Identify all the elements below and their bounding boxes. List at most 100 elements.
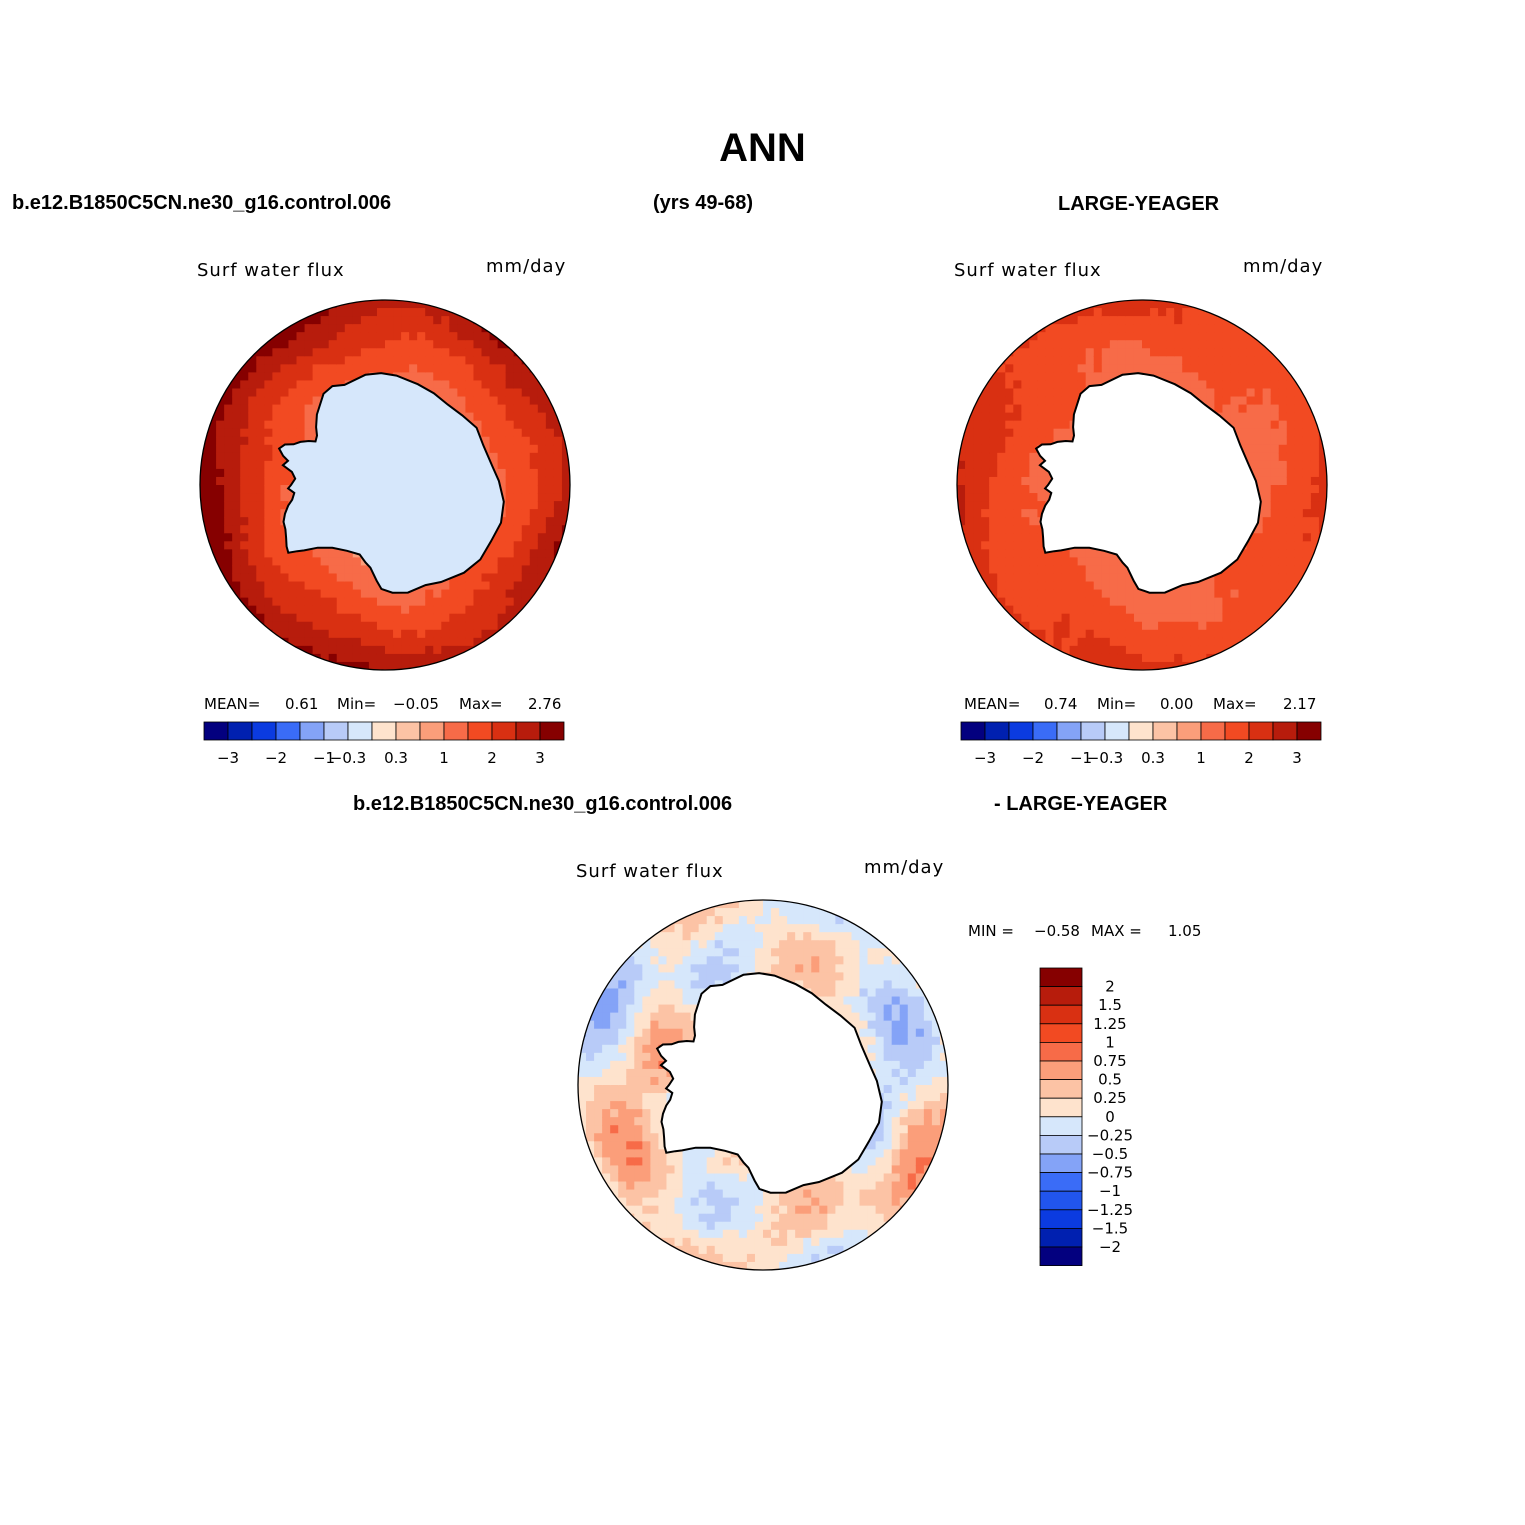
field-cell	[1222, 380, 1232, 390]
colorbar-swatch	[227, 721, 253, 741]
field-cell	[401, 300, 410, 309]
field-cell	[296, 613, 306, 623]
field-cell	[1286, 581, 1296, 591]
field-cell	[642, 1117, 651, 1126]
field-cell	[642, 948, 651, 957]
field-cell	[1133, 621, 1143, 631]
field-cell	[344, 372, 354, 382]
field-cell	[352, 621, 362, 631]
panel2-map	[956, 299, 1328, 671]
field-cell	[1029, 412, 1039, 422]
field-cell	[1021, 388, 1030, 398]
field-cell	[1005, 597, 1014, 607]
field-cell	[545, 420, 555, 430]
field-cell	[1254, 324, 1264, 333]
field-cell	[304, 348, 314, 357]
field-cell	[521, 541, 531, 550]
field-cell	[1045, 324, 1055, 333]
field-cell	[200, 340, 209, 349]
field-cell	[1238, 300, 1248, 309]
field-cell	[465, 629, 475, 639]
field-cell	[1246, 324, 1256, 333]
field-cell	[973, 444, 982, 454]
field-cell	[1286, 468, 1296, 478]
field-cell	[626, 1052, 635, 1062]
field-cell	[1246, 364, 1256, 373]
field-cell	[1262, 308, 1272, 317]
field-cell	[1318, 340, 1327, 349]
field-cell	[682, 940, 692, 949]
field-cell	[529, 332, 539, 341]
field-cell	[304, 621, 314, 631]
field-cell	[618, 932, 627, 941]
field-cell	[1230, 637, 1240, 647]
field-cell	[578, 1181, 587, 1191]
field-cell	[1278, 533, 1288, 542]
field-cell	[1125, 589, 1135, 599]
field-cell	[626, 1197, 635, 1207]
field-cell	[610, 1165, 619, 1175]
colorbar-swatch	[1080, 721, 1106, 741]
field-cell	[1246, 621, 1256, 631]
field-cell	[328, 557, 338, 567]
field-cell	[973, 645, 982, 655]
field-cell	[336, 573, 346, 583]
field-cell	[505, 308, 515, 317]
field-cell	[1061, 364, 1071, 373]
field-cell	[248, 364, 257, 373]
field-cell	[1053, 396, 1063, 406]
field-cell	[545, 300, 555, 309]
field-cell	[1029, 589, 1039, 599]
field-cell	[280, 653, 290, 663]
field-cell	[973, 493, 982, 502]
field-cell	[1198, 629, 1207, 639]
field-cell	[578, 940, 587, 949]
field-cell	[1198, 396, 1207, 406]
field-cell	[200, 581, 209, 591]
field-cell	[1101, 549, 1111, 558]
field-cell	[344, 364, 354, 373]
field-cell	[1286, 444, 1296, 454]
field-cell	[965, 364, 974, 373]
field-cell	[1021, 412, 1030, 422]
field-cell	[489, 444, 499, 454]
colorbar-tick-label: 0.3	[1141, 749, 1165, 767]
field-cell	[626, 1229, 635, 1239]
field-cell	[489, 412, 499, 422]
field-cell	[1214, 597, 1224, 607]
field-cell	[513, 316, 523, 325]
field-cell	[288, 653, 298, 663]
field-cell	[1286, 348, 1296, 357]
field-cell	[957, 404, 966, 414]
field-cell	[280, 557, 290, 567]
field-cell	[537, 589, 547, 599]
field-cell	[529, 557, 539, 567]
field-cell	[561, 412, 570, 422]
field-cell	[1125, 653, 1135, 663]
field-cell	[1061, 420, 1071, 430]
field-cell	[505, 436, 515, 446]
panel1-colorbar: −3 −2 −1−0.3 0.3 1 2 3	[203, 721, 565, 767]
field-cell	[1021, 452, 1030, 462]
field-cell	[1270, 388, 1280, 398]
field-cell	[981, 444, 990, 454]
field-cell	[288, 372, 298, 382]
field-cell	[578, 1157, 587, 1167]
field-cell	[1190, 356, 1199, 365]
field-cell	[1069, 356, 1079, 365]
field-cell	[240, 380, 249, 390]
field-cell	[336, 581, 346, 591]
field-cell	[352, 340, 362, 349]
field-cell	[973, 468, 982, 478]
field-cell	[997, 412, 1006, 422]
field-cell	[537, 501, 547, 510]
field-cell	[1069, 621, 1079, 631]
field-cell	[304, 412, 314, 422]
field-cell	[1029, 653, 1039, 663]
field-cell	[1262, 436, 1272, 446]
field-cell	[521, 485, 531, 494]
field-cell	[1029, 597, 1039, 607]
field-cell	[521, 597, 531, 607]
field-cell	[376, 300, 386, 309]
field-cell	[626, 900, 635, 909]
